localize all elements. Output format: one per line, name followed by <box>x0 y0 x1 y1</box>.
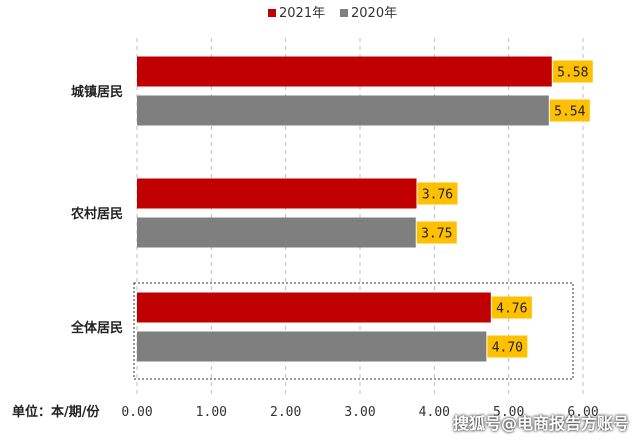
bars <box>137 56 552 362</box>
data-label: 5.54 <box>554 105 585 120</box>
data-label: 5.58 <box>557 66 588 81</box>
data-label: 4.76 <box>496 302 527 317</box>
x-tick-label: 5.00 <box>493 405 524 420</box>
bar <box>137 331 487 362</box>
x-tick-label: 6.00 <box>567 405 598 420</box>
highlight-box <box>133 282 574 380</box>
data-label-bg <box>549 99 590 122</box>
data-label: 3.76 <box>422 188 453 203</box>
bar <box>137 178 417 209</box>
x-tick-label: 1.00 <box>196 405 227 420</box>
legend-label: 2020年 <box>351 6 397 21</box>
category-label: 农村居民 <box>70 206 123 222</box>
data-label-bg <box>552 60 593 83</box>
bar <box>137 95 549 126</box>
bar <box>137 292 491 323</box>
data-label-bg <box>416 221 457 244</box>
data-label-bg <box>487 335 528 358</box>
data-label: 4.70 <box>492 341 523 356</box>
category-label: 全体居民 <box>70 320 123 336</box>
x-tick-label: 2.00 <box>270 405 301 420</box>
bar <box>137 56 552 87</box>
x-tick-label: 4.00 <box>419 405 450 420</box>
bar <box>137 217 416 248</box>
x-tick-label: 3.00 <box>344 405 375 420</box>
legend-label: 2021年 <box>279 6 325 21</box>
data-labels: 5.58 5.54 3.76 3.75 4.76 4.70 <box>416 60 593 358</box>
unit-label: 单位：本/期/份 <box>12 404 100 420</box>
data-label: 3.75 <box>421 227 452 242</box>
data-label-bg <box>417 182 458 205</box>
x-tick-labels: 0.00 1.00 2.00 3.00 4.00 5.00 6.00 <box>121 405 598 420</box>
legend-swatch <box>268 9 276 17</box>
legend: 2021年 2020年 <box>268 6 397 21</box>
x-tick-label: 0.00 <box>121 405 152 420</box>
category-label: 城镇居民 <box>71 84 123 100</box>
data-label-bg <box>491 296 532 319</box>
watermark: 搜狐号@电商报告方账号 <box>452 414 629 433</box>
legend-swatch <box>340 9 348 17</box>
